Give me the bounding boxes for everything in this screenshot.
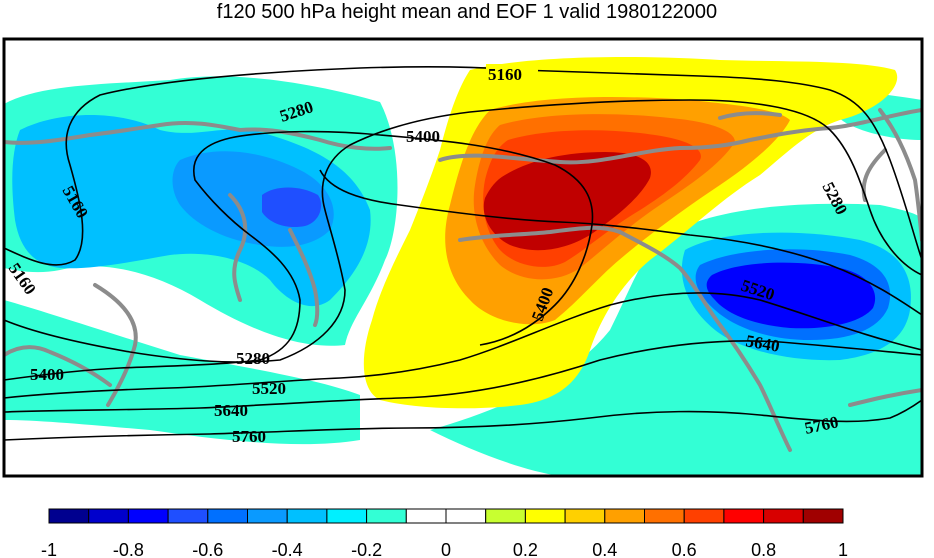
- coastline-asia: [4, 120, 392, 151]
- coastline-arctic: [718, 111, 782, 120]
- contour-label-5400-left: 5400: [30, 365, 64, 384]
- colorbar-tick-label: -0.8: [113, 540, 144, 558]
- colorbar-tick-label: 0.4: [592, 540, 617, 558]
- contour-label-5520-bottom: 5520: [252, 379, 286, 398]
- colorbar-box: [247, 508, 288, 524]
- colorbar-box: [564, 508, 606, 524]
- coastline-japan: [93, 283, 138, 407]
- contour-label-5640-bottom: 5640: [214, 401, 248, 420]
- contour-5160: [4, 65, 922, 266]
- contour-label-5280-bottom: 5280: [236, 349, 270, 368]
- contour-5400-east: [319, 169, 922, 316]
- colorbar-tick-label: 0.6: [672, 540, 697, 558]
- coastline-alaska: [438, 108, 922, 165]
- colorbar-tick-label: -0.2: [351, 540, 382, 558]
- colorbar-tick-label: -0.6: [192, 540, 223, 558]
- colorbar-box: [524, 508, 566, 524]
- colorbar-tick-label: 0.2: [513, 540, 538, 558]
- contour-5640: [4, 340, 922, 413]
- colorbar-box: [48, 508, 90, 524]
- contour-label-5400-top: 5400: [406, 127, 440, 146]
- colorbar-tick-labels: -1 -0.8 -0.6 -0.4 -0.2 0 0.2 0.4 0.6 0.8 1: [41, 540, 848, 558]
- colorbar-box: [485, 508, 526, 524]
- colorbar-box: [286, 508, 328, 524]
- label-bg-5160-top: [486, 64, 538, 84]
- coastline-kamchatka: [288, 228, 320, 327]
- coastline-asia-east: [228, 193, 248, 302]
- colorbar-box: [88, 508, 129, 524]
- colorbar-box: [405, 508, 447, 524]
- colorbar-box: [683, 508, 725, 524]
- coastlines: [4, 108, 922, 452]
- contour-5760: [4, 399, 922, 441]
- colorbar-box: [326, 508, 368, 524]
- contour-label-5760-bottom: 5760: [232, 427, 266, 446]
- coastline-na-west: [878, 108, 922, 242]
- colorbar-box: [723, 508, 765, 524]
- colorbar-box: [207, 508, 249, 524]
- contour-label-5160-top: 5160: [488, 65, 522, 84]
- colorbar: -1 -0.8 -0.6 -0.4 -0.2 0 0.2 0.4 0.6 0.8 1: [41, 508, 848, 558]
- contour-5280: [4, 99, 922, 363]
- colorbar-tick-label: 0: [441, 540, 451, 558]
- colorbar-boxes: [48, 508, 844, 524]
- shade-pos10: [483, 152, 651, 251]
- map-title: f120 500 hPa height mean and EOF 1 valid…: [216, 1, 718, 23]
- colorbar-box: [167, 508, 209, 524]
- colorbar-box: [644, 508, 685, 524]
- shade-neg02-southwest: [4, 300, 360, 445]
- colorbar-tick-label: 0.8: [751, 540, 776, 558]
- eof-shading: [4, 57, 922, 476]
- contour-5520: [4, 292, 922, 399]
- colorbar-box: [763, 508, 804, 524]
- colorbar-box: [445, 508, 487, 524]
- shade-neg08-west: [262, 187, 322, 228]
- colorbar-tick-label: -1: [41, 540, 57, 558]
- shade-neg08-east: [706, 262, 876, 329]
- colorbar-box: [366, 508, 407, 524]
- colorbar-box: [127, 508, 169, 524]
- colorbar-box: [604, 508, 645, 524]
- height-contours: [4, 65, 922, 441]
- plot-frame: [2, 37, 924, 478]
- colorbar-tick-label: 1: [838, 540, 848, 558]
- coastline-china: [4, 345, 112, 387]
- coastline-alaska-south: [618, 230, 792, 452]
- coastline-aleutians: [458, 225, 622, 242]
- eof-map: 5160 5160 5160 5280 5280 5280 5400 5400 …: [2, 37, 924, 478]
- coastline-us-west: [848, 388, 922, 407]
- colorbar-box: [802, 508, 844, 524]
- contour-5400: [4, 130, 594, 381]
- colorbar-tick-label: -0.4: [272, 540, 303, 558]
